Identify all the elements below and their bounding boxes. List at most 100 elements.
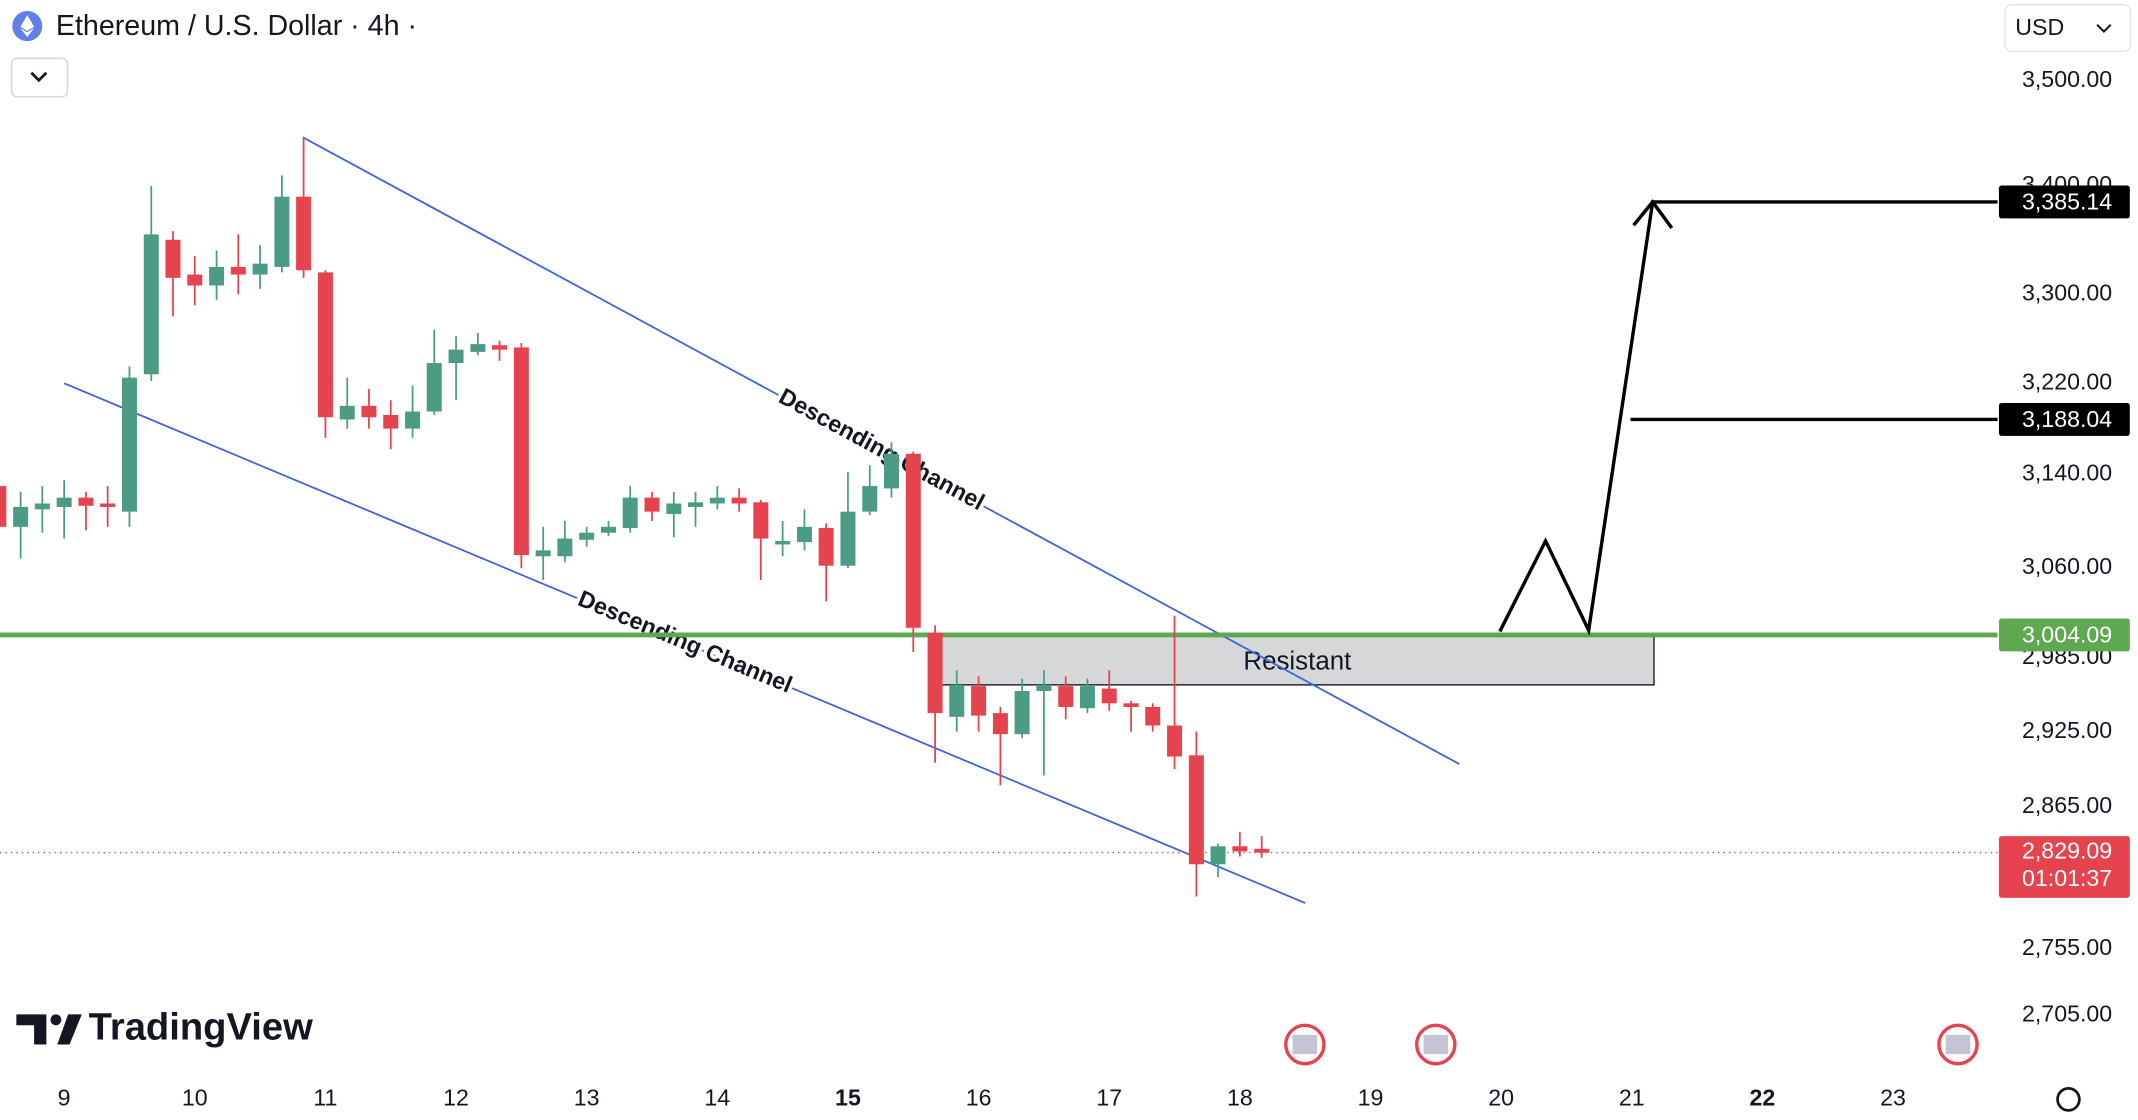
x-tick-label: 21 [1619, 1085, 1645, 1111]
arrow-head [1632, 199, 1674, 230]
y-tick-label: 3,500.00 [2022, 66, 2112, 92]
flag-body [1292, 1034, 1318, 1055]
candle-body [187, 274, 203, 286]
eth-glyph [20, 15, 35, 38]
x-tick-label: 15 [835, 1085, 861, 1111]
candle-body [317, 272, 333, 418]
candle-body [927, 632, 943, 714]
logo-mark [16, 1014, 82, 1045]
collapse-button[interactable] [10, 57, 69, 98]
events [1284, 1023, 2081, 1112]
y-tick-label: 2,705.00 [2022, 1000, 2112, 1026]
candle-body [1167, 725, 1183, 757]
flag-body [1945, 1034, 1971, 1055]
candle-body [1101, 688, 1117, 704]
currency-label: USD [2015, 14, 2064, 40]
zone-label: Resistant [1243, 645, 1352, 675]
x-tick-label: 19 [1358, 1085, 1384, 1111]
y-tick-label: 3,220.00 [2022, 368, 2112, 394]
x-tick-label: 22 [1750, 1085, 1776, 1111]
candle-body [405, 411, 421, 429]
x-tick-label: 11 [313, 1085, 337, 1111]
projection-path [1498, 200, 1998, 636]
candle-body [13, 506, 29, 527]
y-tick-label: 3,300.00 [2022, 279, 2112, 305]
x-tick-label: 16 [966, 1085, 992, 1111]
candle-body [1058, 686, 1074, 707]
candle-body [1014, 691, 1030, 735]
x-tick-label: 20 [1488, 1085, 1514, 1111]
flag-body [1423, 1034, 1449, 1055]
candle-body [775, 540, 791, 545]
candle-body [709, 497, 725, 504]
candle-body [361, 405, 377, 418]
price-tag-label: 2,829.09 [2022, 838, 2112, 864]
candle-body [840, 511, 856, 566]
candle-body [448, 349, 464, 364]
candle-body [34, 503, 50, 510]
candle-body [383, 414, 399, 429]
candle-body [644, 497, 660, 512]
countdown: 01:01:37 [2022, 865, 2112, 891]
candle-body [230, 266, 246, 275]
price-tag [1998, 836, 2130, 898]
candle-body [688, 502, 704, 507]
candle-body [513, 347, 529, 556]
symbol-title: Ethereum / U.S. Dollar · 4h · [56, 10, 417, 42]
candle-body [971, 686, 987, 716]
y-tick-label: 2,925.00 [2022, 717, 2112, 743]
candle-body [992, 713, 1008, 735]
candle-body [535, 550, 551, 557]
candle-body [1079, 686, 1095, 709]
header: Ethereum / U.S. Dollar · 4h · USD [10, 4, 2132, 98]
candle-body [949, 684, 965, 717]
candle-body [339, 405, 355, 420]
chevron [30, 71, 48, 83]
candle-body [1123, 703, 1139, 707]
candle-body [78, 497, 94, 506]
price-tag [1998, 618, 2130, 652]
logo-dot [50, 1014, 62, 1026]
candle-body [274, 196, 290, 267]
candle-body [883, 453, 899, 489]
y-tick-label: 2,755.00 [2022, 934, 2112, 960]
y-tick-label: 3,140.00 [2022, 460, 2112, 486]
candle-body [666, 503, 682, 514]
candle-body [862, 486, 878, 512]
price-tag-label: 3,188.04 [2022, 406, 2112, 432]
channel-line [302, 136, 1460, 765]
candle-body [1188, 755, 1204, 865]
logo: TradingView [16, 1005, 313, 1049]
chevron [2096, 23, 2112, 34]
candle-body [1145, 706, 1161, 726]
candle-body [753, 502, 769, 539]
settings-icon[interactable] [2056, 1087, 2081, 1112]
candle-body [818, 528, 834, 566]
price-tag-label: 3,004.09 [2022, 621, 2112, 647]
channel-line [63, 382, 1306, 904]
brand: TradingView [89, 1005, 313, 1048]
candle-body [296, 196, 312, 271]
channel-label: Descending Channel [775, 383, 989, 515]
candle-body [252, 263, 268, 275]
candle-body [56, 497, 72, 507]
candle-body [731, 497, 747, 504]
candle-body [601, 526, 617, 533]
candle-body [1232, 846, 1248, 852]
candle-body [165, 239, 181, 278]
candle-body [121, 377, 137, 512]
candle-body [557, 538, 573, 557]
x-tick-label: 10 [182, 1085, 208, 1111]
candle-body [622, 497, 638, 529]
candle-body [209, 266, 225, 286]
price-tag [1998, 185, 2130, 219]
candle-body [796, 526, 812, 543]
currency-button[interactable] [2004, 4, 2132, 53]
candle-body [905, 453, 921, 628]
x-tick-label: 12 [443, 1085, 469, 1111]
candle-body [426, 363, 442, 412]
candle-body [492, 345, 508, 350]
candle-body [1210, 846, 1226, 865]
candle-body [0, 486, 7, 527]
